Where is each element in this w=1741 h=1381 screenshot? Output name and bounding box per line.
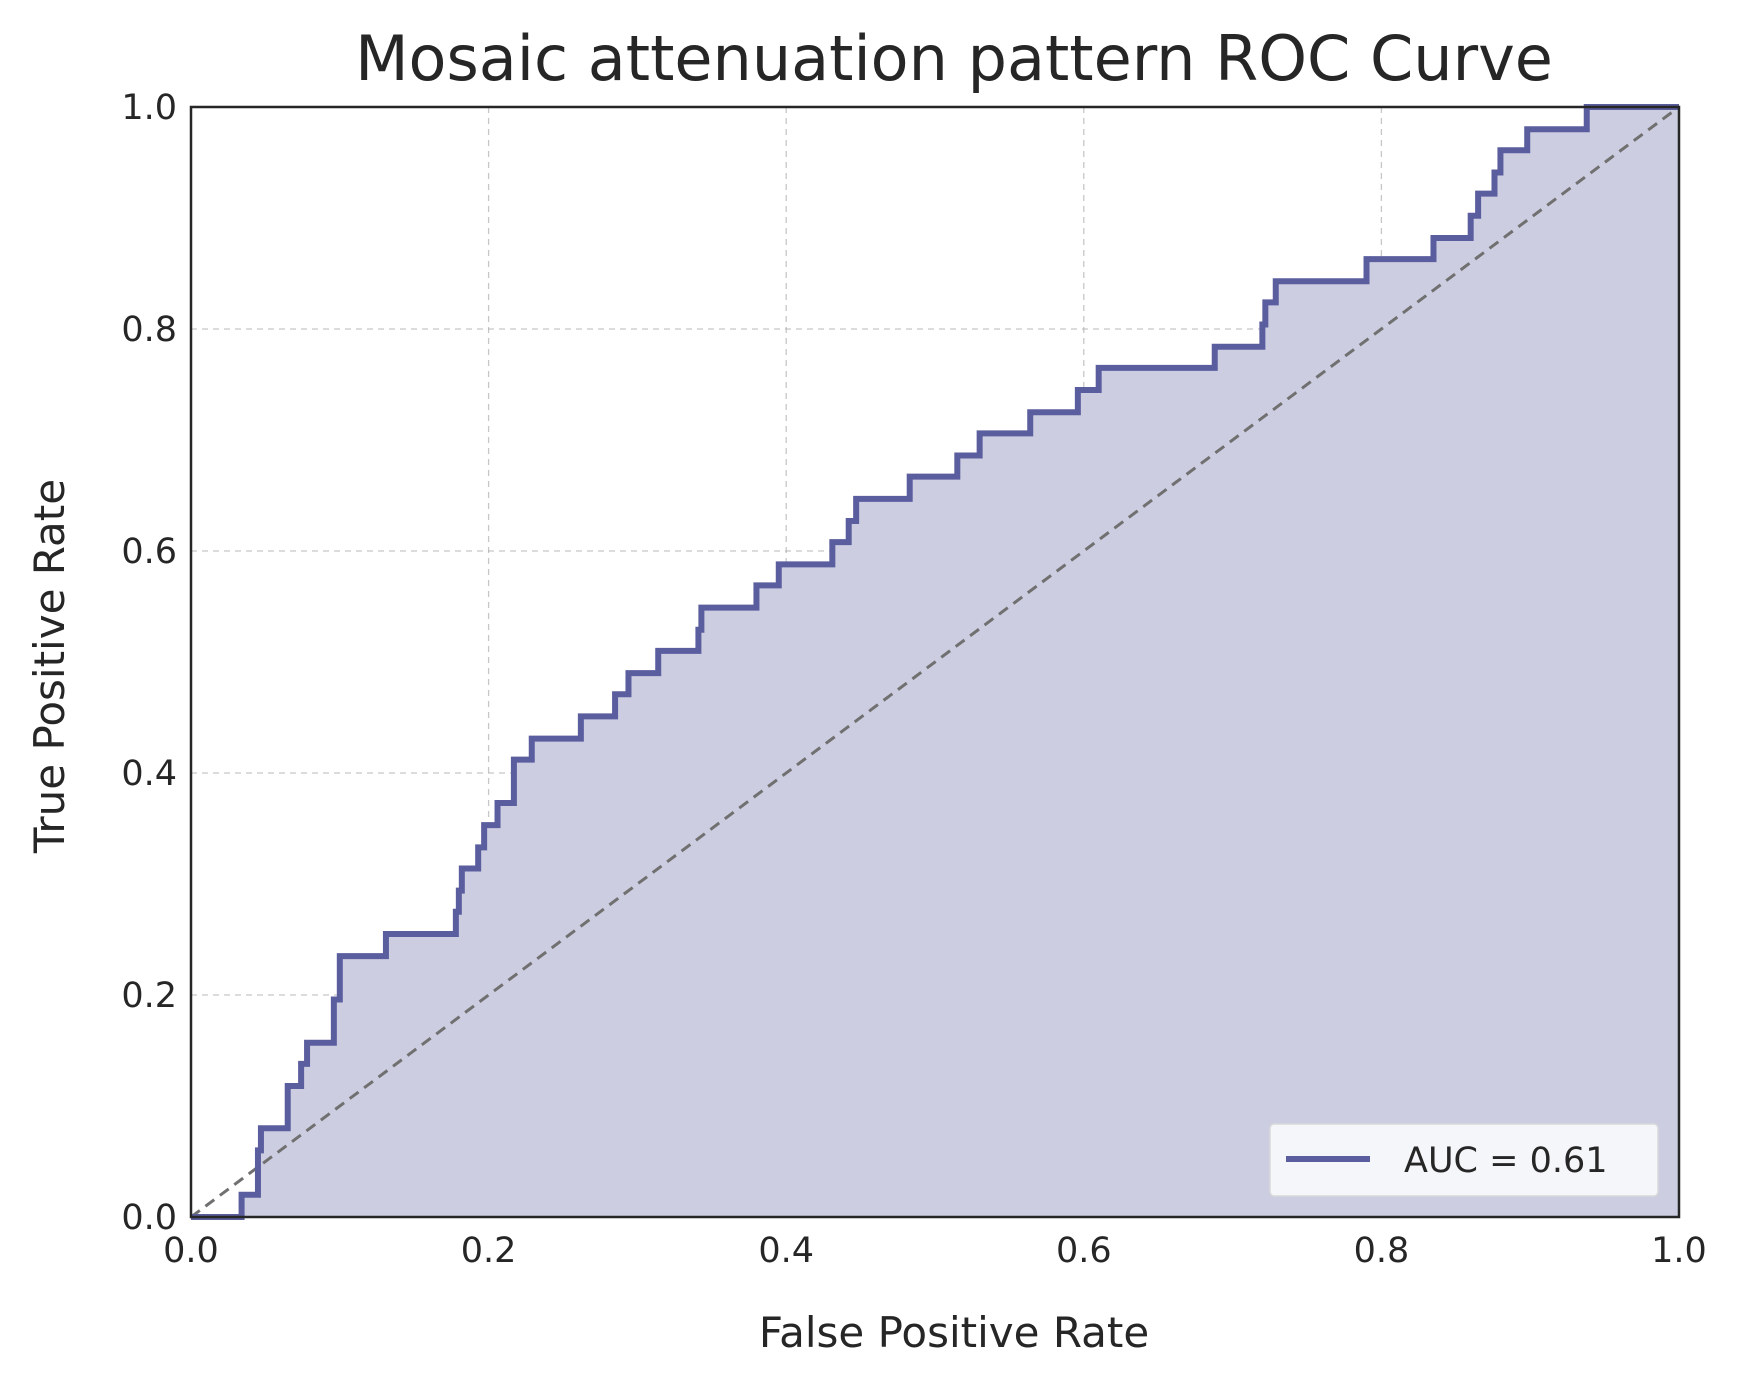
x-tick-label: 0.0 bbox=[163, 1231, 219, 1271]
legend-box bbox=[1269, 1123, 1659, 1197]
y-tick-label: 1.0 bbox=[121, 88, 177, 128]
y-tick-label: 0.8 bbox=[121, 310, 177, 350]
y-tick-label: 0.6 bbox=[121, 532, 177, 572]
chart-title: Mosaic attenuation pattern ROC Curve bbox=[355, 22, 1553, 95]
y-axis-ticks: 0.0 0.2 0.4 0.6 0.8 1.0 bbox=[121, 88, 177, 1238]
x-tick-label: 0.6 bbox=[1056, 1231, 1112, 1271]
x-tick-label: 0.4 bbox=[758, 1231, 814, 1271]
legend-entry-label: AUC = 0.61 bbox=[1404, 1141, 1608, 1181]
y-tick-label: 0.2 bbox=[121, 976, 177, 1016]
x-tick-label: 0.2 bbox=[461, 1231, 517, 1271]
x-tick-label: 1.0 bbox=[1651, 1231, 1707, 1271]
y-tick-label: 0.4 bbox=[121, 754, 177, 794]
y-tick-label: 0.0 bbox=[121, 1198, 177, 1238]
x-axis-label: False Positive Rate bbox=[759, 1308, 1149, 1357]
x-tick-label: 0.8 bbox=[1354, 1231, 1410, 1271]
legend: AUC = 0.61 bbox=[1269, 1123, 1659, 1197]
y-axis-label: True Positive Rate bbox=[25, 479, 74, 854]
plot-frame bbox=[189, 105, 1681, 1219]
chance-diagonal-line bbox=[190, 105, 1680, 1219]
x-axis-ticks: 0.0 0.2 0.4 0.6 0.8 1.0 bbox=[163, 1231, 1707, 1271]
roc-curve-line bbox=[191, 104, 1679, 1220]
